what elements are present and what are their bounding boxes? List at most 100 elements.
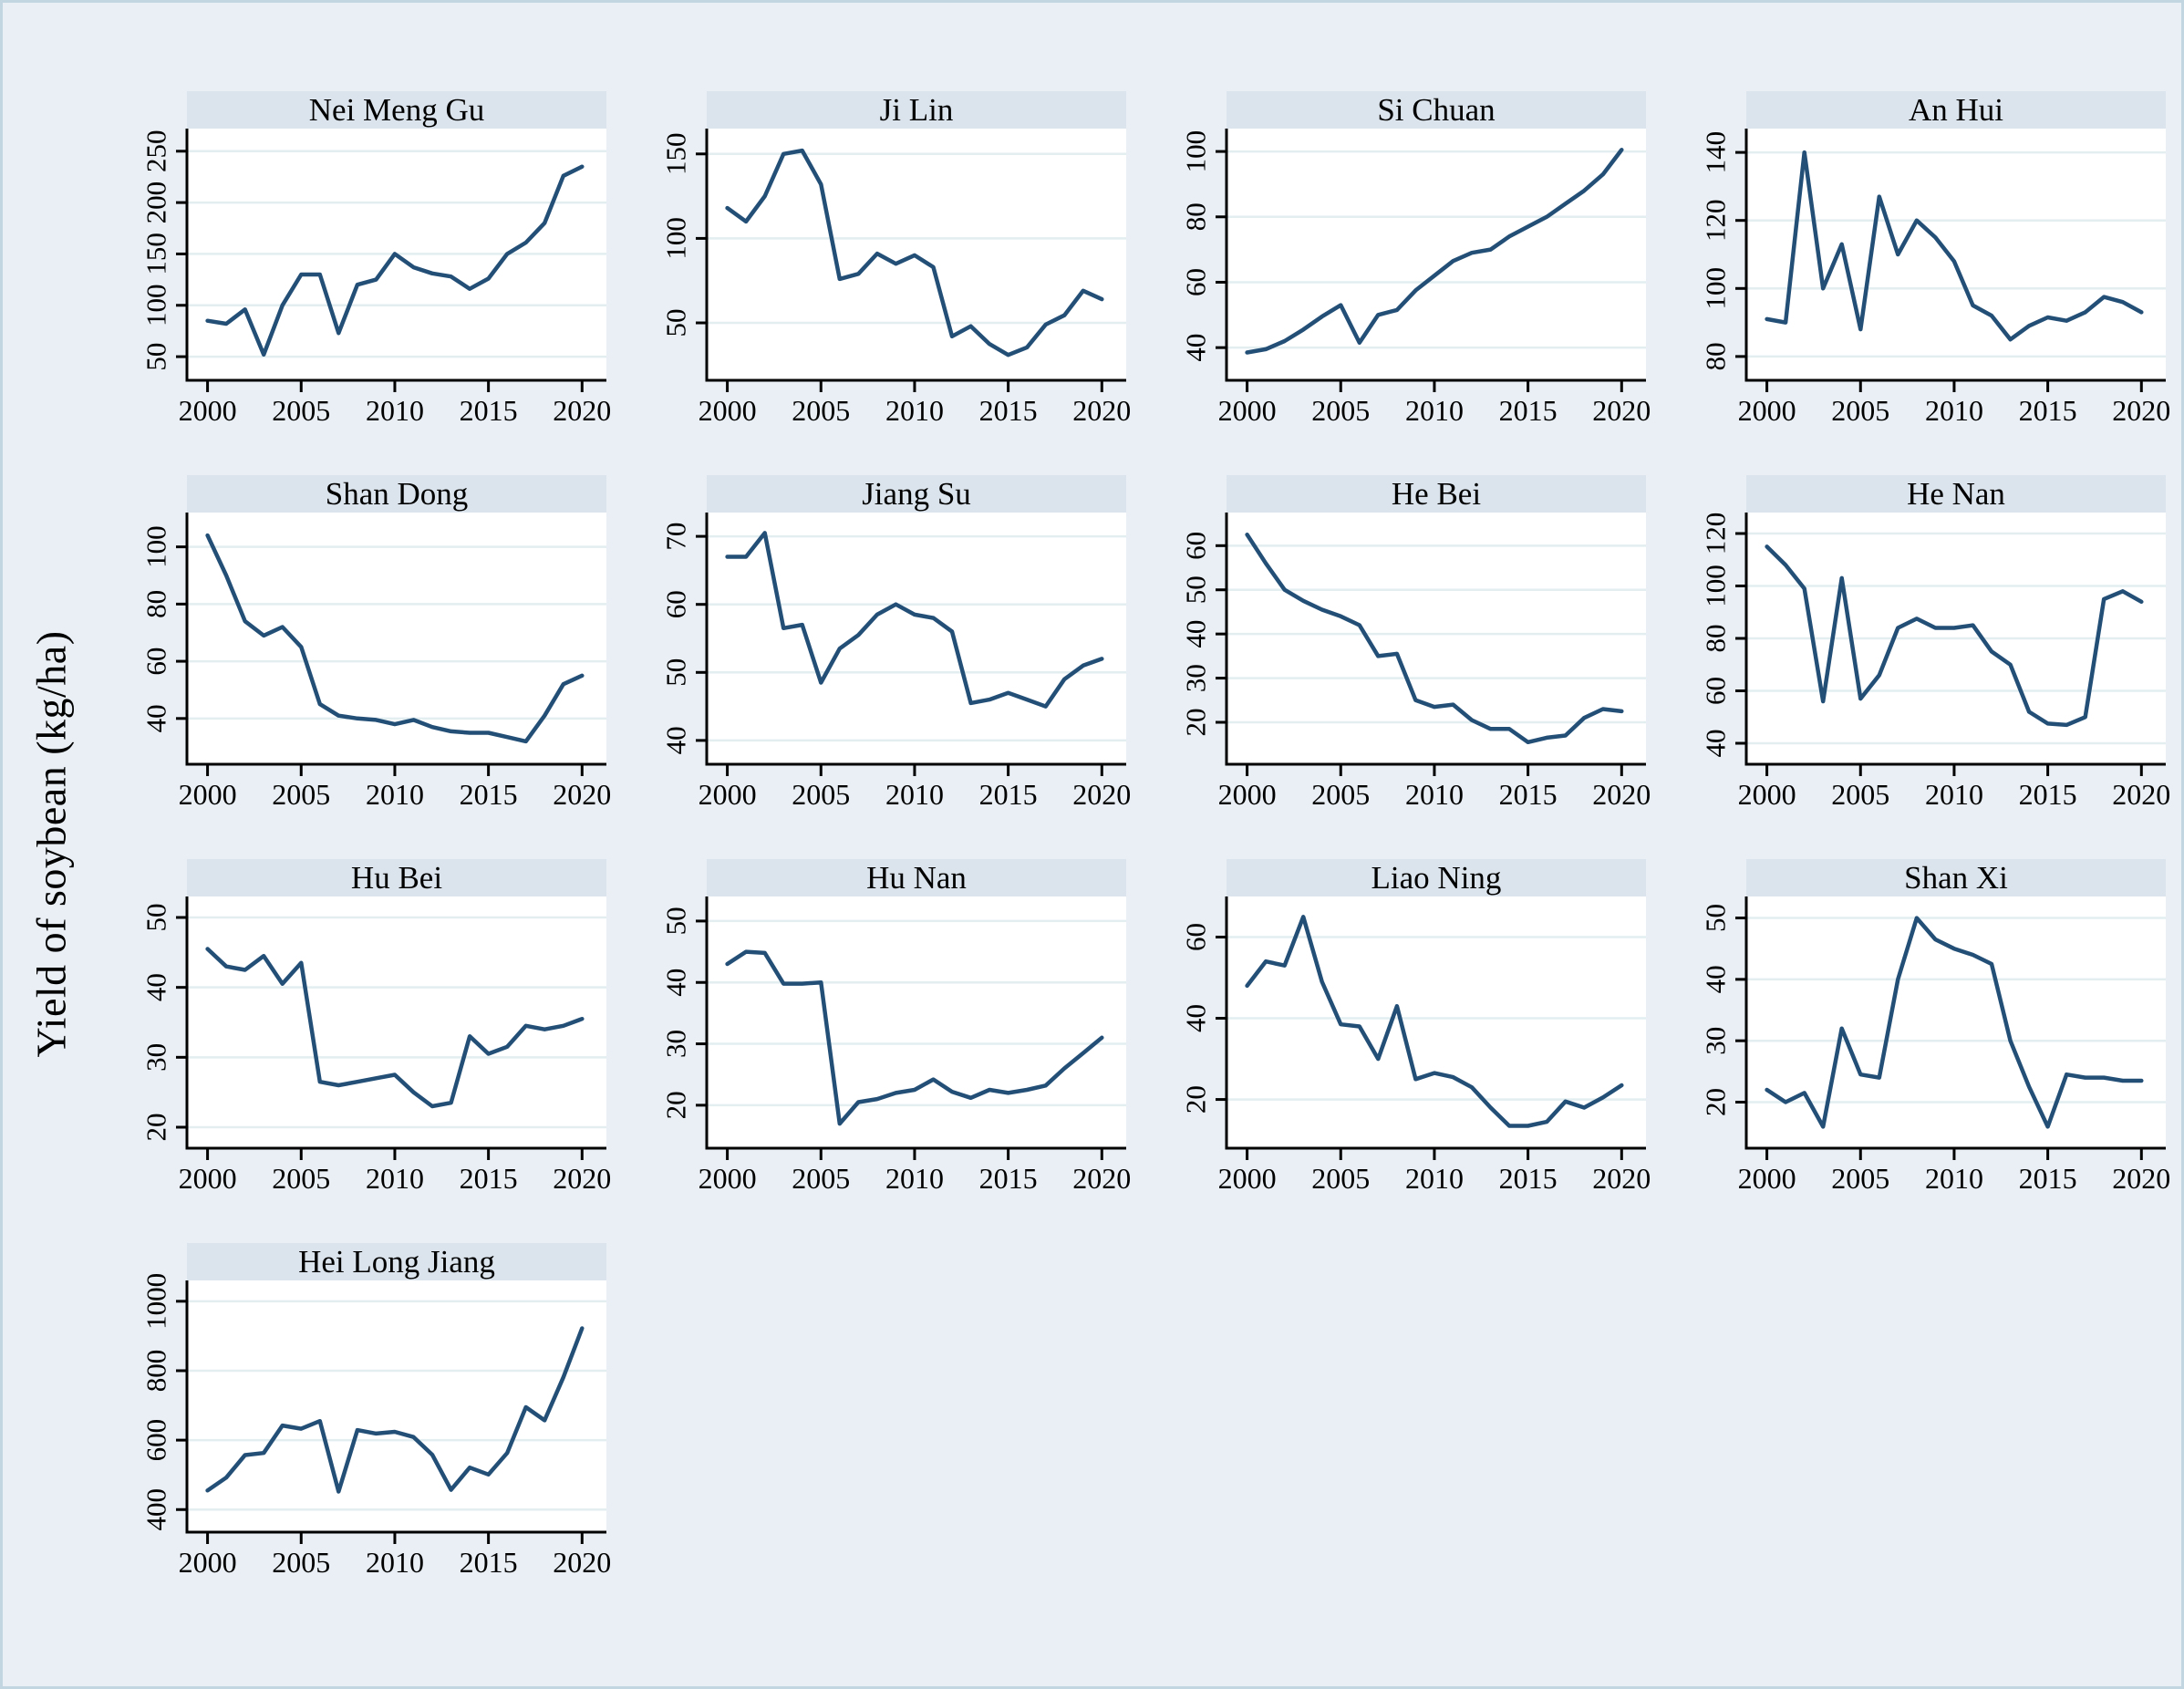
y-tick-label: 60 [1180, 268, 1212, 296]
panel-title: Shan Dong [187, 475, 606, 513]
panel-plot-shan-dong: 40 60 80 100 2000 2005 2010 2015 2020 [140, 513, 611, 811]
x-tick-label: 2000 [1218, 1162, 1277, 1195]
panel-title: Shan Xi [1746, 859, 2166, 896]
panel-hei-long-jiang: Hei Long Jiang 400 600 800 1000 2000 2005 2010 2… [123, 1243, 620, 1627]
data-line [1245, 532, 1624, 745]
y-tick-label: 30 [660, 1030, 692, 1058]
x-tick-label: 2005 [272, 778, 330, 811]
x-tick-label: 2015 [2019, 394, 2077, 427]
y-axis-title: Yield of soybean (kg/ha) [27, 629, 75, 1058]
y-tick-label: 70 [660, 523, 692, 551]
y-tick-label: 80 [1180, 202, 1212, 231]
x-tick-label: 2005 [1311, 778, 1370, 811]
x-tick-label: 2020 [1592, 778, 1651, 811]
x-tick-label: 2005 [792, 1162, 850, 1195]
y-tick-label: 200 [140, 181, 172, 224]
gridlines [1227, 150, 1646, 349]
y-ticks: 40 60 80 100 [140, 525, 187, 732]
y-ticks: 50 100 150 200 250 [140, 130, 187, 371]
y-tick-label: 40 [1180, 620, 1212, 648]
y-tick-label: 30 [1180, 664, 1212, 692]
x-tick-label: 2000 [1738, 394, 1796, 427]
gridlines [1746, 917, 2166, 1104]
x-tick-label: 2010 [1405, 778, 1464, 811]
panel-ji-lin: Ji Lin 50 100 150 2000 2005 2010 2015 2020 [643, 91, 1140, 475]
y-tick-label: 120 [1700, 513, 1732, 555]
data-line [1765, 544, 2144, 728]
panel-hu-nan: Hu Nan 20 30 40 50 2000 2005 2010 2015 2020 [643, 859, 1140, 1243]
x-tick-label: 2015 [979, 778, 1038, 811]
y-ticks: 40 60 80 100 [1180, 130, 1227, 362]
x-ticks: 2000 2005 2010 2015 2020 [699, 380, 1131, 427]
plot-background [707, 513, 1126, 764]
plot-background [1746, 896, 2166, 1148]
y-tick-label: 800 [140, 1350, 172, 1393]
y-tick-label: 100 [1180, 130, 1212, 173]
x-tick-label: 2000 [1738, 1162, 1796, 1195]
y-tick-label: 20 [1180, 709, 1212, 737]
y-tick-label: 50 [660, 309, 692, 337]
panel-shan-xi: Shan Xi 20 30 40 50 2000 2005 2010 2015 2020 [1682, 859, 2179, 1243]
y-tick-label: 600 [140, 1419, 172, 1462]
x-tick-label: 2020 [2112, 778, 2170, 811]
x-tick-label: 2015 [1499, 778, 1558, 811]
x-tick-label: 2010 [366, 394, 424, 427]
gridlines [1746, 150, 2166, 358]
panel-title: Hei Long Jiang [187, 1243, 606, 1280]
panel-shan-dong: Shan Dong 40 60 80 100 2000 2005 2010 2015 2020 [123, 475, 620, 859]
y-tick-label: 20 [1180, 1085, 1212, 1114]
panel-an-hui: An Hui 80 100 120 140 2000 2005 2010 2015 2020 [1682, 91, 2179, 475]
plot-background [187, 896, 606, 1148]
panel-title: An Hui [1746, 91, 2166, 129]
y-tick-label: 50 [140, 343, 172, 371]
x-tick-label: 2020 [2112, 1162, 2170, 1195]
y-tick-label: 100 [140, 285, 172, 327]
y-tick-label: 40 [1180, 334, 1212, 362]
x-tick-label: 2000 [699, 1162, 757, 1195]
x-tick-label: 2000 [699, 778, 757, 811]
x-ticks: 2000 2005 2010 2015 2020 [1738, 380, 2170, 427]
x-tick-label: 2010 [1925, 394, 1983, 427]
gridlines [707, 919, 1126, 1107]
y-tick-label: 1000 [140, 1273, 172, 1330]
panel-title: Hu Bei [187, 859, 606, 896]
y-tick-label: 60 [1180, 923, 1212, 951]
panel-title: Si Chuan [1227, 91, 1646, 129]
x-tick-label: 2020 [553, 1546, 611, 1579]
x-tick-label: 2020 [1072, 394, 1131, 427]
data-line [1765, 150, 2144, 342]
panel-title: Ji Lin [707, 91, 1126, 129]
gridlines [1746, 532, 2166, 745]
x-tick-label: 2000 [179, 1546, 237, 1579]
gridlines [187, 545, 606, 720]
y-tick-label: 30 [1700, 1027, 1732, 1055]
x-ticks: 2000 2005 2010 2015 2020 [1218, 380, 1651, 427]
panel-title: He Nan [1746, 475, 2166, 513]
y-tick-label: 40 [660, 969, 692, 997]
x-ticks: 2000 2005 2010 2015 2020 [179, 764, 611, 811]
y-ticks: 20 30 40 50 60 [1180, 532, 1227, 737]
y-ticks: 20 30 40 50 [660, 907, 707, 1119]
y-tick-label: 50 [1700, 904, 1732, 932]
gridlines [187, 1300, 606, 1511]
data-line [725, 148, 1104, 357]
y-tick-label: 40 [140, 704, 172, 732]
x-tick-label: 2010 [885, 1162, 944, 1195]
y-ticks: 20 40 60 [1180, 923, 1227, 1114]
x-tick-label: 2005 [272, 394, 330, 427]
x-tick-label: 2005 [272, 1546, 330, 1579]
data-line [1245, 148, 1624, 355]
panel-plot-an-hui: 80 100 120 140 2000 2005 2010 2015 2020 [1700, 129, 2170, 427]
y-tick-label: 60 [1180, 532, 1212, 560]
x-tick-label: 2020 [2112, 394, 2170, 427]
y-tick-label: 100 [1700, 267, 1732, 310]
panel-title: Jiang Su [707, 475, 1126, 513]
y-tick-label: 80 [1700, 342, 1732, 370]
plot-background [1227, 129, 1646, 380]
gridlines [1227, 544, 1646, 724]
x-tick-label: 2020 [1592, 394, 1651, 427]
y-tick-label: 100 [1700, 565, 1732, 607]
y-ticks: 20 30 40 50 [140, 904, 187, 1142]
y-tick-label: 60 [1700, 677, 1732, 705]
